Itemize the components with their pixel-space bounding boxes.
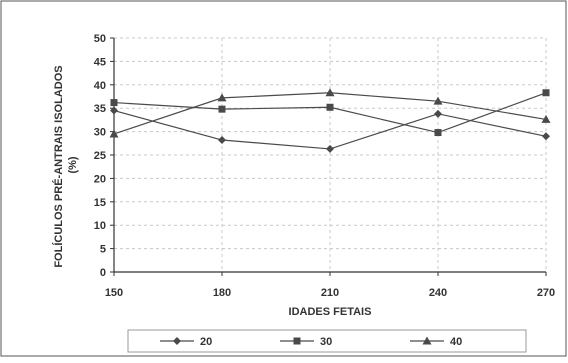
y-tick-label: 35: [94, 103, 106, 115]
data-point-20: [434, 109, 442, 118]
legend-marker-20: [173, 337, 181, 345]
x-tick-label: 180: [213, 287, 231, 299]
data-point-20: [110, 106, 118, 115]
y-tick-label: 0: [100, 267, 106, 279]
legend: 20 30 40: [127, 329, 527, 353]
y-tick-label: 5: [100, 244, 106, 256]
data-point-40: [109, 129, 119, 138]
axes: [110, 37, 547, 276]
x-tick-label: 210: [321, 287, 339, 299]
x-tick-label: 150: [105, 287, 123, 299]
y-axis-label: FOLÍCULOS PRÉ-ANTRAIS ISOLADOS (%): [52, 62, 79, 267]
data-point-20: [326, 144, 334, 153]
y-axis-label-line2: (%): [67, 156, 79, 173]
legend-label-20: 20: [200, 336, 212, 348]
x-tick-labels: 150 180 210 240 270: [105, 287, 555, 299]
y-tick-labels: 0 5 10 15 20 25 30 35 40 45 50: [94, 33, 106, 279]
data-point-30: [542, 89, 550, 97]
data-point-40: [217, 93, 227, 102]
y-tick-label: 20: [94, 173, 106, 185]
data-point-40: [433, 96, 443, 105]
legend-marker-40: [422, 336, 432, 345]
data-point-40: [541, 114, 551, 123]
x-tick-label: 270: [537, 287, 555, 299]
y-tick-label: 45: [94, 56, 106, 68]
legend-label-30: 30: [320, 336, 332, 348]
data-point-30: [110, 99, 118, 107]
legend-label-40: 40: [450, 336, 462, 348]
y-tick-label: 40: [94, 80, 106, 92]
y-axis-label-line1: FOLÍCULOS PRÉ-ANTRAIS ISOLADOS: [52, 65, 65, 267]
data-point-30: [218, 105, 226, 113]
legend-marker-30: [293, 337, 301, 345]
gridlines: [114, 37, 547, 272]
x-tick-label: 240: [429, 287, 447, 299]
x-axis-label: IDADES FETAIS: [289, 306, 372, 318]
y-tick-label: 30: [94, 127, 106, 139]
y-tick-label: 10: [94, 220, 106, 232]
y-tick-label: 15: [94, 197, 106, 209]
series-markers: [109, 88, 551, 153]
data-point-20: [542, 132, 550, 141]
data-point-30: [326, 103, 334, 111]
legend-box: [127, 329, 527, 353]
data-point-20: [218, 136, 226, 145]
data-point-40: [325, 88, 335, 97]
y-tick-label: 50: [94, 33, 106, 45]
y-tick-label: 25: [94, 150, 106, 162]
data-point-30: [434, 129, 442, 137]
